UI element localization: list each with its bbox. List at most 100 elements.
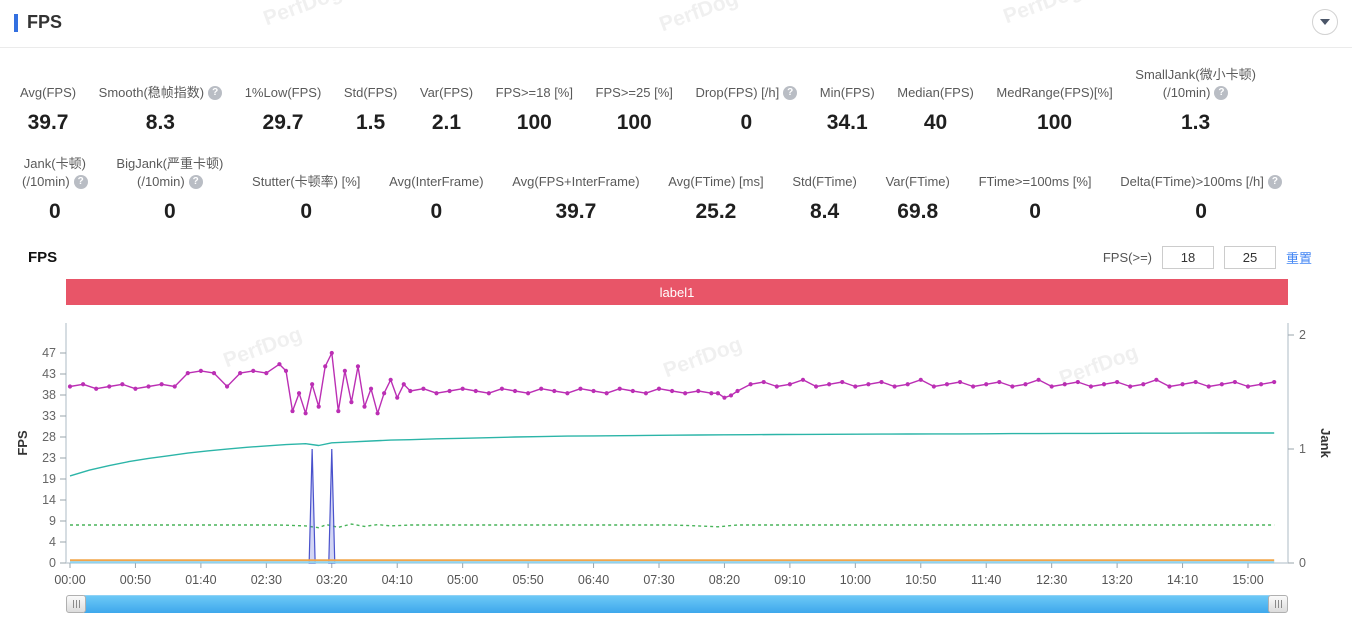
metric-value: 1.3 [1180,111,1211,134]
metric-value: 0 [430,200,443,223]
svg-text:47: 47 [42,346,56,360]
metric-std_ftime: Std(FTime) 8.4 [792,155,857,224]
svg-text:Jank: Jank [1318,428,1333,458]
help-icon[interactable]: ? [188,175,203,189]
metric-label: Jank(卡顿) (/10min)? [22,156,88,189]
chart-label-banner: label1 [66,279,1288,305]
metric-label: Drop(FPS) [/h]? [695,66,798,102]
svg-text:1: 1 [1299,442,1306,456]
metrics-row-1: Avg(FPS) 39.7 Smooth(稳帧指数)? 8.3 1%Low(FPS) 29… [0,66,1352,135]
help-icon[interactable]: ? [208,86,223,100]
metric-label: Avg(FPS) [20,85,77,100]
metric-label: SmallJank(微小卡顿) (/10min)? [1135,67,1256,100]
help-icon[interactable]: ? [73,175,88,189]
metric-label: BigJank(严重卡顿) (/10min)? [116,156,224,189]
metric-value: 0 [740,111,753,134]
time-scrollbar [66,595,1288,613]
svg-text:04:10: 04:10 [382,573,413,587]
svg-text:03:20: 03:20 [316,573,347,587]
metric-label: Avg(FTime) [ms] [668,174,764,189]
metric-value: 0 [1029,200,1041,223]
page-title: FPS [27,12,63,32]
metric-value: 34.1 [826,111,868,134]
svg-text:14:10: 14:10 [1167,573,1198,587]
metric-label: Median(FPS) [897,85,974,100]
fps-threshold-filter: FPS(>=) 重置 [1103,246,1312,269]
svg-text:11:40: 11:40 [971,573,1001,587]
metric-medrange_fps: MedRange(FPS)[%] 100 [996,66,1112,135]
chevron-down-icon [1320,19,1330,25]
scrollbar-left-handle[interactable] [66,595,86,613]
metric-fps_ge_25: FPS>=25 [%] 100 [596,66,673,135]
collapse-button[interactable] [1312,9,1338,35]
help-icon[interactable]: ? [1267,175,1282,189]
metric-value: 8.3 [145,111,175,134]
metric-value: 100 [516,111,552,134]
metric-std_fps: Std(FPS) 1.5 [344,66,397,135]
metric-label: Std(FTime) [792,174,857,189]
panel-header: FPS [0,0,1352,48]
metric-label: Delta(FTime)>100ms [/h]? [1120,155,1282,191]
svg-text:10:00: 10:00 [840,573,871,587]
svg-text:12:30: 12:30 [1036,573,1067,587]
metric-label: Min(FPS) [819,85,875,100]
scrollbar-track[interactable] [84,595,1270,613]
metric-fps_ge_18: FPS>=18 [%] 100 [496,66,573,135]
metric-bigjank: BigJank(严重卡顿) (/10min)? 0 [116,155,223,224]
metric-label: Var(FTime) [885,174,950,189]
metric-label: 1%Low(FPS) [244,85,322,100]
svg-text:13:20: 13:20 [1101,573,1132,587]
svg-text:28: 28 [42,430,56,444]
metric-min_fps: Min(FPS) 34.1 [820,66,875,135]
chart-section-header: FPS FPS(>=) 重置 [0,246,1352,269]
metric-value: 39.7 [27,111,69,134]
metric-var_ftime: Var(FTime) 69.8 [886,155,950,224]
svg-text:9: 9 [49,514,56,528]
metric-value: 39.7 [555,200,597,223]
metric-label: Var(FPS) [419,85,474,100]
metric-value: 0 [49,200,61,223]
svg-text:10:50: 10:50 [905,573,936,587]
accent-bar [14,13,18,32]
metric-value: 29.7 [262,111,304,134]
metric-value: 40 [923,111,948,134]
fps-threshold-input-1[interactable] [1161,246,1214,269]
metric-label: MedRange(FPS)[%] [996,85,1113,100]
fps-threshold-label: FPS(>=) [1102,250,1152,265]
metric-label: FTime>=100ms [%] [978,174,1092,189]
svg-text:07:30: 07:30 [643,573,674,587]
scrollbar-right-handle[interactable] [1268,595,1288,613]
metric-avg_fps: Avg(FPS) 39.7 [20,66,76,135]
metric-value: 2.1 [431,111,462,134]
metric-smalljank: SmallJank(微小卡顿) (/10min)? 1.3 [1135,66,1256,135]
metric-ftime_ge_100: FTime>=100ms [%] 0 [979,155,1092,224]
svg-text:43: 43 [42,367,56,381]
help-icon[interactable]: ? [783,86,798,100]
metric-value: 1.5 [355,111,386,134]
metric-value: 25.2 [695,200,737,223]
chart-section-title: FPS [28,249,58,266]
svg-text:00:50: 00:50 [120,573,151,587]
metric-value: 100 [616,111,652,134]
svg-text:15:00: 15:00 [1232,573,1263,587]
metrics-row-2: Jank(卡顿) (/10min)? 0 BigJank(严重卡顿) (/10min)?… [0,155,1352,224]
svg-text:01:40: 01:40 [185,573,216,587]
svg-text:38: 38 [42,388,56,402]
svg-text:14: 14 [42,493,56,507]
svg-text:05:00: 05:00 [447,573,478,587]
metric-jank: Jank(卡顿) (/10min)? 0 [22,155,88,224]
metric-avg_fps_if: Avg(FPS+InterFrame) 39.7 [512,155,639,224]
metric-label: Std(FPS) [343,85,398,100]
reset-link[interactable]: 重置 [1285,251,1312,266]
svg-text:09:10: 09:10 [774,573,805,587]
fps-threshold-input-2[interactable] [1223,246,1276,269]
svg-text:02:30: 02:30 [251,573,282,587]
metric-value: 69.8 [897,200,939,223]
metric-value: 100 [1037,111,1073,134]
help-icon[interactable]: ? [1214,86,1229,100]
metric-stutter: Stutter(卡顿率) [%] 0 [252,155,360,224]
svg-text:0: 0 [49,556,56,570]
fps-chart[interactable]: 0 4 9 14 19 23 28 33 38 43 47 0 1 2 00:00 00:50 01:40 02:… [0,311,1352,593]
svg-text:4: 4 [49,535,56,549]
svg-text:FPS: FPS [15,430,30,456]
